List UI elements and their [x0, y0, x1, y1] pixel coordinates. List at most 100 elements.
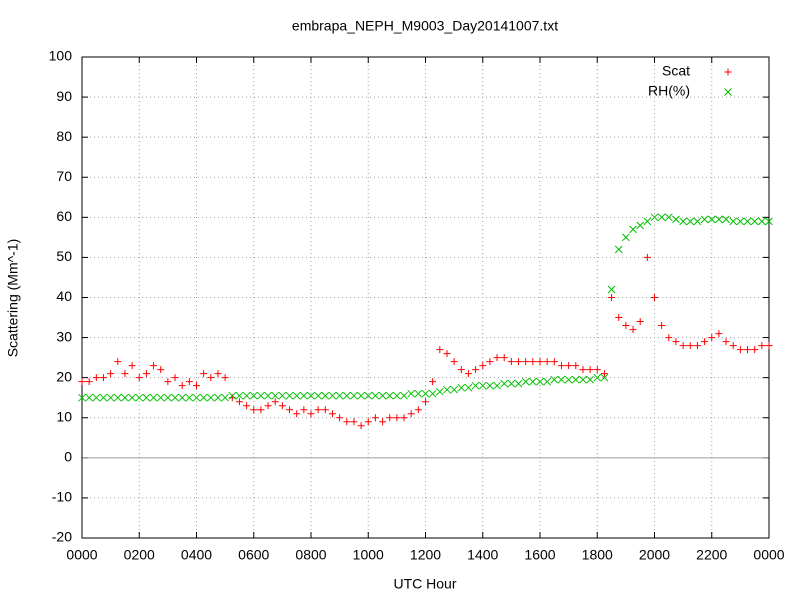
- point: [135, 374, 143, 382]
- x-tick-label: 1200: [410, 547, 441, 563]
- point: [700, 215, 709, 224]
- point: [278, 402, 286, 410]
- point: [672, 215, 680, 224]
- point: [228, 391, 237, 400]
- point: [200, 370, 208, 378]
- plot-border: [81, 56, 770, 539]
- x-tick-label: 1400: [467, 547, 498, 563]
- point: [736, 346, 744, 354]
- point: [164, 393, 172, 402]
- point: [328, 410, 336, 418]
- point: [565, 362, 573, 370]
- point: [607, 285, 616, 294]
- point: [357, 422, 365, 430]
- point: [650, 213, 659, 222]
- point: [135, 393, 144, 402]
- point: [457, 366, 465, 374]
- point: [693, 342, 701, 350]
- point: [729, 217, 738, 226]
- point: [221, 393, 229, 402]
- point: [328, 391, 337, 400]
- point: [600, 370, 608, 378]
- point: [336, 414, 344, 422]
- point: [571, 375, 580, 384]
- x-tick-label: 2000: [639, 547, 670, 563]
- point: [314, 391, 323, 400]
- point: [264, 402, 272, 410]
- point: [500, 354, 508, 362]
- point: [207, 374, 215, 382]
- point: [264, 391, 272, 400]
- point: [750, 217, 759, 226]
- point: [393, 414, 401, 422]
- point: [178, 393, 187, 402]
- point: [722, 338, 730, 346]
- point: [643, 253, 651, 261]
- y-tick-label: 60: [56, 208, 72, 224]
- point: [285, 391, 294, 400]
- point: [757, 217, 766, 226]
- point: [321, 406, 329, 414]
- point: [171, 393, 179, 402]
- point: [586, 375, 594, 384]
- point: [751, 346, 759, 354]
- point: [629, 225, 637, 234]
- point: [407, 389, 416, 398]
- point: [515, 358, 523, 366]
- point: [486, 358, 494, 366]
- point: [114, 358, 122, 366]
- point: [507, 379, 516, 388]
- point: [643, 217, 652, 226]
- point: [299, 391, 308, 400]
- point: [557, 362, 565, 370]
- point: [107, 370, 115, 378]
- point: [493, 354, 501, 362]
- point: [686, 342, 694, 350]
- point: [765, 217, 773, 226]
- point: [156, 393, 165, 402]
- point: [307, 410, 315, 418]
- point: [550, 375, 559, 384]
- point: [614, 245, 623, 254]
- point: [92, 374, 100, 382]
- point: [701, 338, 709, 346]
- point: [242, 391, 251, 400]
- point: [672, 338, 680, 346]
- point: [636, 221, 645, 230]
- point: [271, 398, 279, 406]
- point: [257, 406, 265, 414]
- point: [221, 374, 229, 382]
- y-tick-label: 40: [56, 288, 72, 304]
- point: [400, 391, 408, 400]
- point: [758, 342, 766, 350]
- point: [192, 393, 201, 402]
- point: [400, 414, 408, 422]
- point: [464, 370, 472, 378]
- y-tick-label: 90: [56, 88, 72, 104]
- point: [178, 382, 186, 390]
- point: [708, 334, 716, 342]
- point: [421, 389, 430, 398]
- point: [78, 393, 86, 402]
- point: [715, 330, 723, 338]
- point: [150, 362, 158, 370]
- point: [457, 383, 466, 392]
- point: [536, 377, 544, 386]
- legend-marker: [724, 68, 732, 76]
- point: [292, 391, 301, 400]
- point: [729, 342, 737, 350]
- x-tick-label: 0400: [181, 547, 212, 563]
- point: [414, 406, 422, 414]
- point: [379, 418, 387, 426]
- point: [707, 215, 716, 224]
- point: [142, 370, 150, 378]
- point: [235, 391, 244, 400]
- point: [622, 322, 630, 330]
- point: [121, 393, 129, 402]
- point: [142, 393, 151, 402]
- y-tick-label: 50: [56, 248, 72, 264]
- point: [472, 366, 480, 374]
- point: [386, 414, 394, 422]
